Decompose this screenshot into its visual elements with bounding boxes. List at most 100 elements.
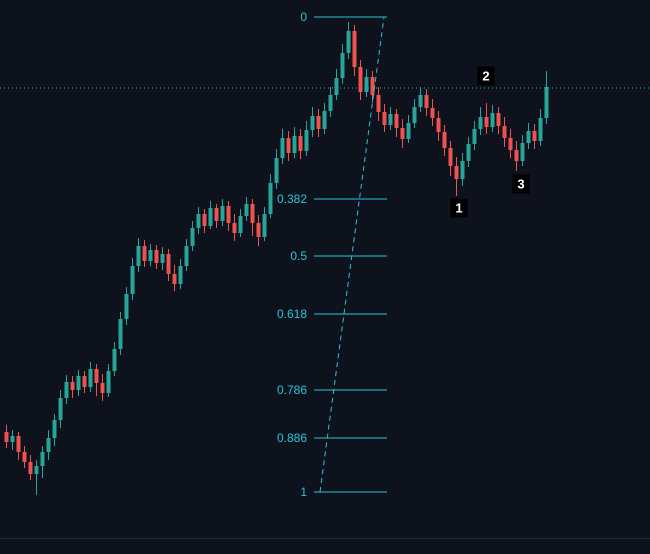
candle-body: [190, 228, 195, 246]
candle-body: [238, 216, 243, 233]
candle-body: [154, 250, 159, 263]
candle-body: [262, 214, 267, 237]
candle-body: [4, 432, 9, 442]
candle-body: [256, 223, 261, 237]
candle-body: [166, 254, 171, 274]
candle-body: [352, 31, 357, 67]
candle-body: [160, 254, 165, 263]
candle-body: [388, 114, 393, 125]
candle-body: [346, 31, 351, 53]
candle-body: [148, 250, 153, 261]
wave-label-1[interactable]: 1: [450, 198, 468, 218]
candle-body: [502, 126, 507, 138]
candle-body: [328, 95, 333, 111]
candle-body: [310, 116, 315, 130]
candle-body: [88, 369, 93, 387]
candle-body: [466, 144, 471, 161]
candle-body: [100, 383, 105, 393]
candle-body: [76, 376, 81, 390]
candle-body: [514, 150, 519, 161]
candle-body: [112, 349, 117, 371]
candle-body: [526, 131, 531, 143]
candle-body: [136, 246, 141, 266]
candle-body: [424, 95, 429, 108]
candle-body: [544, 87, 549, 118]
candle-body: [454, 166, 459, 179]
candle-body: [130, 266, 135, 294]
candle-body: [538, 118, 543, 141]
pane-divider[interactable]: [0, 538, 650, 539]
candle-body: [334, 78, 339, 95]
candle-body: [202, 214, 207, 226]
fib-level-label: 1: [300, 485, 307, 499]
fib-level-label: 0.5: [290, 249, 307, 263]
candle-body: [196, 214, 201, 228]
candle-body: [208, 208, 213, 226]
candle-body: [382, 112, 387, 125]
fib-level-label: 0.886: [277, 431, 307, 445]
candle-body: [304, 130, 309, 151]
candle-body: [436, 118, 441, 132]
candle-body: [82, 376, 87, 387]
candle-body: [430, 108, 435, 118]
candle-body: [94, 369, 99, 383]
candle-body: [184, 246, 189, 266]
fib-level-label: 0.786: [277, 383, 307, 397]
candle-body: [244, 204, 249, 216]
candle-body: [34, 466, 39, 474]
fib-level-label: 0.382: [277, 192, 307, 206]
candle-body: [16, 436, 21, 452]
candle-body: [124, 294, 129, 319]
candle-body: [280, 138, 285, 158]
candle-body: [358, 67, 363, 92]
candle-body: [106, 371, 111, 393]
fib-level-label: 0.618: [277, 307, 307, 321]
candle-body: [250, 204, 255, 223]
candle-body: [220, 206, 225, 221]
candle-body: [520, 143, 525, 161]
fib-level-label: 0: [300, 10, 307, 24]
candle-body: [298, 136, 303, 151]
fib-trendline[interactable]: [319, 16, 385, 493]
candle-body: [376, 95, 381, 112]
candle-body: [496, 113, 501, 126]
candle-body: [226, 206, 231, 223]
candle-body: [292, 136, 297, 153]
candle-body: [478, 117, 483, 129]
candle-body: [178, 266, 183, 284]
candle-body: [118, 319, 123, 349]
candle-body: [286, 138, 291, 153]
candle-body: [70, 382, 75, 390]
candle-body: [232, 223, 237, 233]
candle-body: [58, 398, 63, 420]
candle-body: [268, 183, 273, 214]
candle-body: [172, 274, 177, 284]
candle-body: [214, 208, 219, 221]
candle-body: [370, 77, 375, 95]
candle-body: [40, 452, 45, 466]
candle-body: [142, 246, 147, 261]
candle-body: [532, 131, 537, 141]
candle-body: [448, 148, 453, 166]
candle-body: [400, 128, 405, 139]
candle-body: [316, 116, 321, 129]
candle-body: [340, 53, 345, 78]
candle-body: [484, 117, 489, 127]
wave-label-2[interactable]: 2: [477, 66, 495, 86]
candle-body: [274, 158, 279, 183]
candle-body: [28, 462, 33, 474]
candle-body: [472, 129, 477, 144]
candle-body: [364, 77, 369, 92]
candle-body: [46, 438, 51, 452]
candle-body: [22, 452, 27, 462]
candle-body: [10, 436, 15, 442]
wave-label-3[interactable]: 3: [512, 174, 530, 194]
candle-body: [412, 107, 417, 123]
candle-body: [64, 382, 69, 398]
candle-body: [406, 123, 411, 139]
candle-body: [460, 161, 465, 179]
candle-body: [490, 113, 495, 127]
